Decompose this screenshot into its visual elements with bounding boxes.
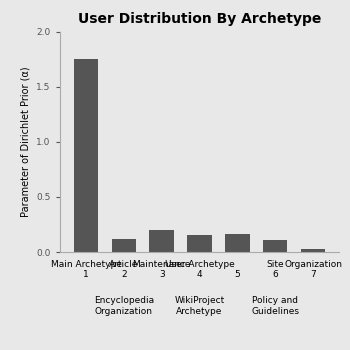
Text: Policy and
Guidelines: Policy and Guidelines [251,296,299,316]
Bar [187,236,212,252]
Bar [112,239,136,252]
Y-axis label: Parameter of Dirichlet Prior (α): Parameter of Dirichlet Prior (α) [21,66,30,217]
Bar [74,59,98,252]
Text: Encyclopedia
Organization: Encyclopedia Organization [94,296,154,316]
Bar [225,234,250,252]
Title: User Distribution By Archetype: User Distribution By Archetype [78,12,321,26]
Bar [149,230,174,252]
Bar [263,240,287,252]
Bar [301,249,325,252]
Text: WikiProject
Archetype: WikiProject Archetype [174,296,225,316]
